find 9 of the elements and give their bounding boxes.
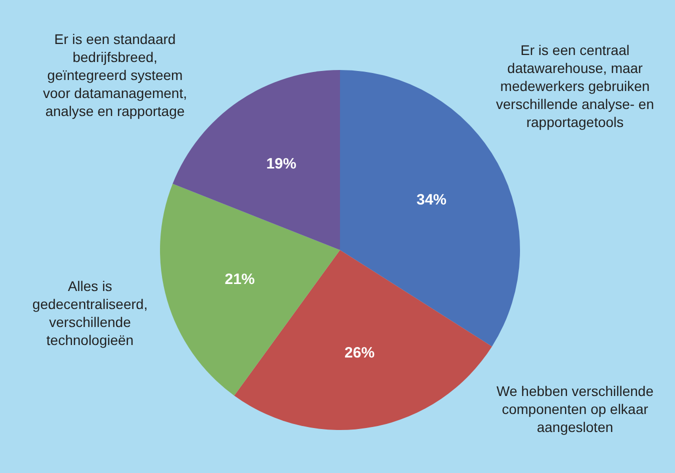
slice-label: We hebben verschillende componenten op elkaar aangesloten: [496, 383, 654, 435]
data-label: 26%: [344, 344, 375, 362]
slice-label: Er is een centraal datawarehouse, maar medewerkers gebruiken verschillende analyse- en rapportagetools: [496, 42, 654, 130]
data-label: 21%: [224, 271, 255, 288]
data-label: 19%: [266, 156, 296, 173]
slice-label: Alles is gedecentraliseerd, verschillende technologieën: [32, 278, 148, 348]
data-label: 34%: [416, 192, 446, 209]
pie-slice: [160, 184, 340, 396]
slice-label: Er is een standaard bedrijfsbreed, geïntegreerd systeem voor datamanagement, analyse en rapportage: [43, 31, 187, 119]
